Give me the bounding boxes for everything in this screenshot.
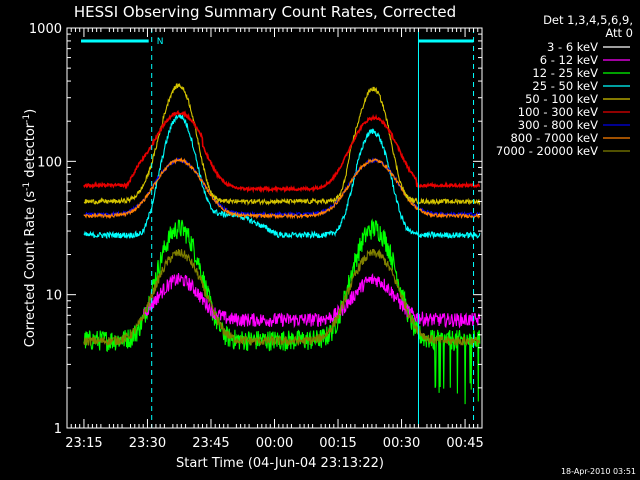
y-axis-title: Corrected Count Rate (s-1 detector-1) [22, 109, 38, 347]
series-line-7000-20000keV [83, 248, 481, 347]
night-label: N [157, 37, 164, 47]
legend-label-4: 50 - 100 keV [525, 92, 598, 106]
series-line-25-50keV [83, 113, 481, 240]
legend-label-5: 100 - 300 keV [518, 105, 598, 119]
series-line-6-12keV [142, 272, 481, 329]
legend-header-line-2: Att 0 [605, 26, 633, 40]
legend-label-0: 3 - 6 keV [547, 40, 598, 54]
x-tick-label-6: 00:45 [446, 436, 483, 451]
axes: 23:15 23:30 23:45 00:00 00:15 00:30 00:45 1 10 10… [29, 22, 484, 451]
y-tick-label-0: 1 [54, 422, 62, 437]
x-tick-label-0: 23:15 [65, 436, 102, 451]
x-axis-title: Start Time (04-Jun-04 23:13:22) [176, 456, 384, 471]
series-line-100-300keV [83, 109, 481, 194]
generation-timestamp: 18-Apr-2010 03:51 [561, 467, 636, 476]
x-tick-label-1: 23:30 [129, 436, 166, 451]
y-tick-label-2: 100 [37, 155, 62, 170]
x-tick-label-2: 23:45 [192, 436, 229, 451]
x-tick-label-3: 00:00 [256, 436, 293, 451]
legend-header-line-1: Det 1,3,4,5,6,9, [543, 13, 633, 27]
series-layer [83, 82, 481, 428]
legend-label-6: 300 - 800 keV [518, 118, 598, 132]
legend-label-7: 800 - 7000 keV [510, 131, 598, 145]
series-line-50-100keV [83, 82, 481, 206]
chart-title: HESSI Observing Summary Count Rates, Cor… [74, 3, 456, 21]
series-line-3-6keV [148, 274, 480, 428]
legend-label-8: 7000 - 20000 keV [496, 144, 598, 158]
series-line-800-7000keV [83, 156, 481, 220]
x-tick-label-4: 00:15 [319, 436, 356, 451]
series-line-12-25keV [83, 218, 481, 405]
y-tick-label-3: 1000 [29, 22, 62, 37]
legend-label-1: 6 - 12 keV [540, 53, 598, 67]
legend-label-3: 25 - 50 keV [532, 79, 598, 93]
legend-label-2: 12 - 25 keV [532, 66, 598, 80]
y-tick-label-1: 10 [45, 289, 62, 304]
orbit-markers: N [81, 28, 475, 428]
x-tick-label-5: 00:30 [383, 436, 420, 451]
